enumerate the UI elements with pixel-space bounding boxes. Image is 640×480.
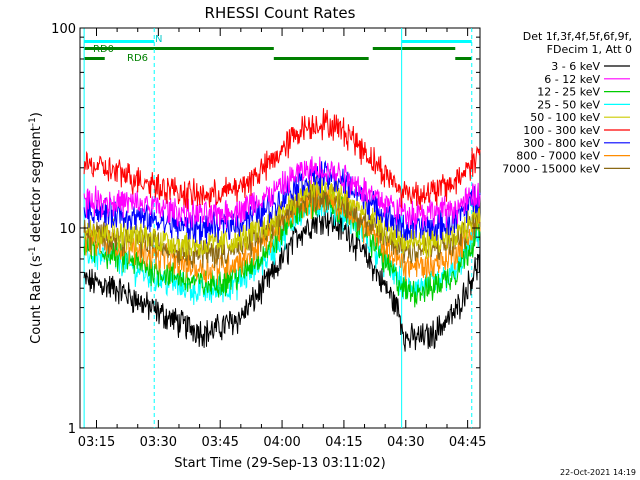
rd6-label: RD6 (127, 53, 148, 64)
series-line (83, 108, 481, 210)
legend-label: 50 - 100 keV (530, 111, 600, 124)
y-tick-label: 100 (51, 22, 76, 37)
night-bar (84, 40, 155, 43)
y-tick-label: 1 (68, 422, 76, 437)
axis-layer: 03:15 03:30 03:45 04:00 04:15 04:30 04:45 1 10 10… (51, 22, 486, 450)
series-line (83, 156, 481, 230)
rd0-label: RD0 (93, 44, 114, 55)
series-layer (83, 108, 481, 352)
y-axis-label: Count Rate (s-1 detector segment-1) (28, 112, 44, 344)
rd0-bar (372, 47, 456, 50)
legend-label: 3 - 6 keV (551, 60, 600, 73)
x-axis-label: Start Time (29-Sep-13 03:11:02) (174, 456, 385, 471)
rd6-bar (84, 57, 105, 60)
x-tick-label: 04:30 (387, 435, 424, 450)
rd6-bar (455, 57, 472, 60)
rd0-bar (84, 47, 274, 50)
legend-label: 300 - 800 keV (523, 137, 600, 150)
legend-label: 7000 - 15000 keV (502, 162, 600, 175)
plot-timestamp: 22-Oct-2021 14:19 (560, 468, 636, 477)
legend-label: 25 - 50 keV (537, 98, 600, 111)
series-line (83, 176, 481, 260)
x-tick-label: 03:30 (140, 435, 177, 450)
y-tick-label: 10 (59, 222, 76, 237)
legend-header-1: Det 1f,3f,4f,5f,6f,9f, (523, 30, 632, 43)
x-tick-label: 04:00 (263, 435, 300, 450)
legend-header-2: FDecim 1, Att 0 (547, 43, 632, 56)
x-tick-label: 04:15 (325, 435, 362, 450)
legend-label: 800 - 7000 keV (516, 150, 600, 163)
legend-label: 6 - 12 keV (544, 73, 600, 86)
x-tick-label: 03:45 (201, 435, 238, 450)
night-label: N (155, 34, 162, 45)
x-tick-label: 04:45 (449, 435, 486, 450)
x-tick-label: 03:15 (78, 435, 115, 450)
legend-label: 12 - 25 keV (537, 86, 600, 99)
night-bar (401, 40, 472, 43)
chart-title: RHESSI Count Rates (205, 4, 356, 22)
legend-label: 100 - 300 keV (523, 124, 600, 137)
series-line (83, 208, 481, 352)
rd6-bar (273, 57, 369, 60)
